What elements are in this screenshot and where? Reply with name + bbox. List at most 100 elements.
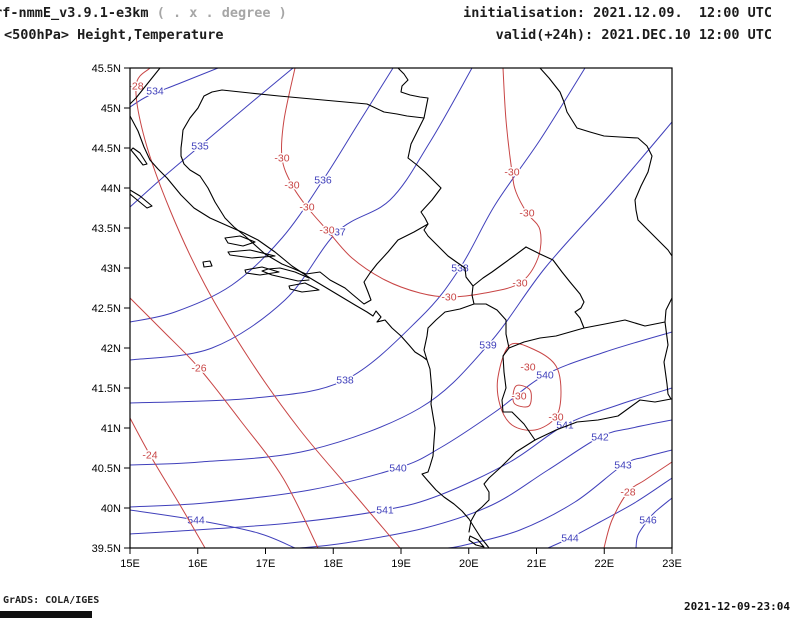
- height-contour-539: [130, 121, 672, 466]
- lon-tick-label: 17E: [256, 558, 276, 570]
- island-korcula: [244, 266, 280, 276]
- lat-tick-label: 40N: [101, 503, 121, 515]
- lon-tick-label: 15E: [120, 558, 140, 570]
- island-pag: [130, 147, 148, 166]
- island-kornati: [130, 189, 153, 209]
- height-contour-label: 544: [561, 533, 579, 545]
- border-serbia-bulgaria: [663, 297, 672, 400]
- height-contour-540: [130, 331, 672, 508]
- height-contour-label: 541: [376, 505, 394, 517]
- lat-tick-label: 44.5N: [92, 143, 121, 155]
- temp-contour-label: -30: [520, 362, 535, 374]
- height-contour-542: [299, 419, 672, 548]
- lat-tick-label: 43.5N: [92, 223, 121, 235]
- temp-contour-label: -30: [504, 167, 519, 179]
- peljesac-peninsula: [261, 267, 310, 282]
- plot-frame: [129, 67, 673, 549]
- temp-contour--28: [135, 68, 401, 548]
- creation-timestamp: 2021-12-09-23:04: [684, 600, 790, 613]
- temp-contour-label: -30: [274, 153, 289, 165]
- border-kosovo-northwest: [472, 246, 527, 287]
- border-macedonia-greece: [534, 398, 672, 441]
- height-contour-label: 540: [389, 463, 407, 475]
- lon-tick-label: 20E: [459, 558, 479, 570]
- island-brac: [224, 235, 256, 247]
- lat-tick-label: 39.5N: [92, 543, 121, 555]
- temp-contour-label: -30: [511, 391, 526, 403]
- lon-tick-label: 18E: [323, 558, 343, 570]
- lon-tick-label: 21E: [527, 558, 547, 570]
- island-corfu: [468, 535, 485, 548]
- height-contour-label: 535: [191, 141, 209, 153]
- temp-contour-label: -28: [620, 487, 635, 499]
- border-kosovo-serbia-east: [525, 246, 585, 329]
- border-serbia-romania: [539, 68, 672, 257]
- border-croatia-slovenia: [130, 68, 161, 105]
- lat-tick-label: 45N: [101, 103, 121, 115]
- lon-tick-label: 19E: [391, 558, 411, 570]
- height-contour-535: [130, 68, 294, 208]
- geography: [130, 68, 672, 548]
- height-contour-541: [130, 387, 672, 535]
- temp-contour--24: [130, 417, 206, 548]
- lat-tick-label: 42N: [101, 343, 121, 355]
- border-albania-kosovo: [473, 303, 510, 349]
- lat-tick-label: 41N: [101, 423, 121, 435]
- lat-tick-label: 43N: [101, 263, 121, 275]
- border-montenegro-albania: [423, 303, 475, 361]
- temp-contour--30: [496, 342, 562, 431]
- lat-tick-label: 40.5N: [92, 463, 121, 475]
- lon-tick-label: 16E: [188, 558, 208, 570]
- island-mljet: [288, 282, 320, 293]
- height-contour-544: [547, 477, 672, 548]
- border-kosovo-macedonia: [508, 327, 585, 349]
- height-contour-538: [130, 68, 586, 404]
- island-vis: [202, 260, 213, 268]
- model-title: wrf-nmmE_v3.9.1-e3km ( . x . degree ): [0, 5, 287, 21]
- border-bosnia: [180, 89, 442, 305]
- height-contour-label: 546: [639, 515, 657, 527]
- temp-contour-label: -30: [319, 225, 334, 237]
- temp-contour-label: -24: [142, 450, 157, 462]
- height-contour-536: [130, 68, 394, 323]
- height-contour-label: 539: [479, 340, 497, 352]
- border-montenegro-serbia: [423, 223, 474, 287]
- height-contour-544: [130, 509, 296, 548]
- temp-contour-label: -30: [512, 278, 527, 290]
- height-contour-label: 534: [146, 86, 164, 98]
- adriatic-coastline: [130, 115, 490, 548]
- border-macedonia-albania: [501, 347, 536, 441]
- temp-contour--26: [130, 297, 319, 548]
- temp-contour--28: [603, 461, 672, 548]
- temp-contour--30: [512, 384, 532, 408]
- initialisation-time: initialisation: 2021.12.09. 12:00 UTC: [463, 5, 772, 21]
- height-contour-543: [447, 449, 672, 548]
- temp-contour-label: -30: [299, 202, 314, 214]
- border-croatia-serbia: [397, 68, 429, 119]
- lon-tick-label: 23E: [662, 558, 682, 570]
- border-albania-greece: [468, 439, 536, 533]
- temp-contour-label: -30: [441, 292, 456, 304]
- model-name: wrf-nmmE_v3.9.1-e3km: [0, 5, 157, 21]
- temp-contour--30: [280, 68, 542, 298]
- grads-credit: GrADS: COLA/IGES: [3, 595, 100, 606]
- height-contour-label: 536: [314, 175, 332, 187]
- temp-contour-label: -28: [128, 81, 143, 93]
- height-contour-537: [130, 68, 473, 361]
- lat-tick-label: 44N: [101, 183, 121, 195]
- temp-contour-label: -26: [191, 363, 206, 375]
- height-contour-label: 542: [591, 432, 609, 444]
- bottom-bar: [0, 611, 92, 618]
- lon-tick-label: 22E: [594, 558, 614, 570]
- height-contour-label: 544: [187, 515, 205, 527]
- temp-contour-label: -30: [519, 208, 534, 220]
- height-contour-label: 538: [336, 375, 354, 387]
- height-contour-546: [635, 497, 672, 548]
- product-title: <500hPa> Height,Temperature: [4, 27, 224, 43]
- island-hvar: [227, 249, 276, 259]
- model-resolution-note: ( . x . degree ): [156, 5, 287, 21]
- border-serbia-macedonia: [583, 319, 666, 329]
- border-montenegro-kosovo: [471, 285, 475, 305]
- height-contour-label: 543: [614, 460, 632, 472]
